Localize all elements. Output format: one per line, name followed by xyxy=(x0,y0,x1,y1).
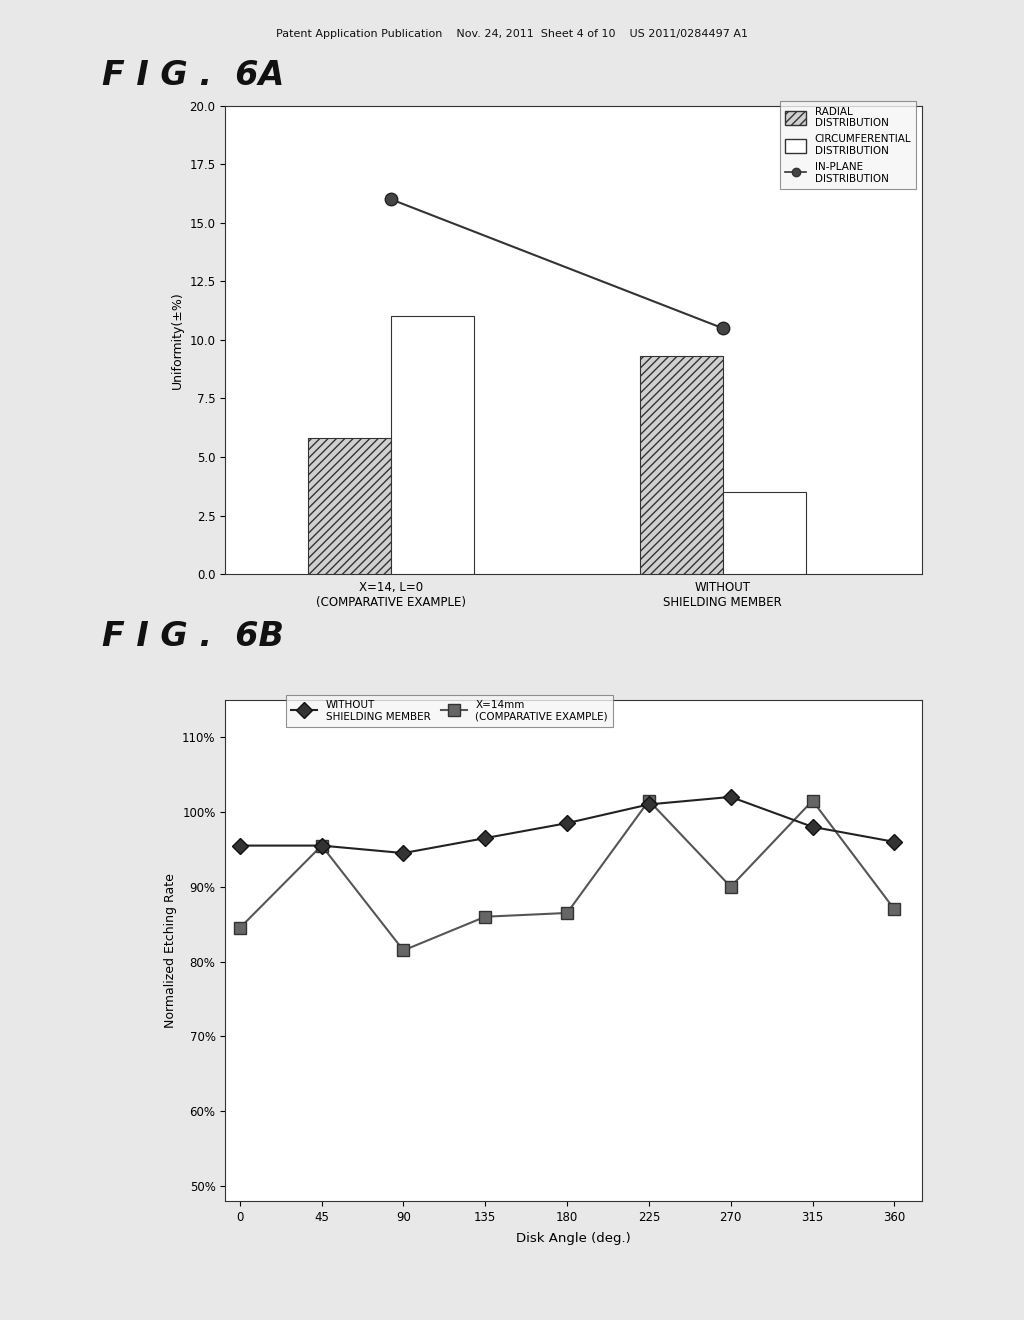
Bar xyxy=(391,317,474,574)
X=14mm
(COMPARATIVE EXAMPLE) xyxy=(479,908,492,924)
WITHOUT
SHIELDING MEMBER xyxy=(643,796,655,812)
Y-axis label: Uniformity(±%): Uniformity(±%) xyxy=(171,290,184,389)
WITHOUT
SHIELDING MEMBER xyxy=(397,845,410,861)
X=14mm
(COMPARATIVE EXAMPLE) xyxy=(725,879,737,895)
X=14mm
(COMPARATIVE EXAMPLE) xyxy=(888,902,900,917)
X=14mm
(COMPARATIVE EXAMPLE) xyxy=(315,838,328,854)
Line: WITHOUT
SHIELDING MEMBER: WITHOUT SHIELDING MEMBER xyxy=(234,792,900,858)
Bar xyxy=(723,492,806,574)
Text: F I G .  6B: F I G . 6B xyxy=(102,620,285,653)
Y-axis label: Normalized Etching Rate: Normalized Etching Rate xyxy=(164,873,176,1028)
X=14mm
(COMPARATIVE EXAMPLE) xyxy=(561,906,573,921)
Text: Patent Application Publication    Nov. 24, 2011  Sheet 4 of 10    US 2011/028449: Patent Application Publication Nov. 24, … xyxy=(276,29,748,40)
WITHOUT
SHIELDING MEMBER xyxy=(725,789,737,805)
X-axis label: Disk Angle (deg.): Disk Angle (deg.) xyxy=(516,1233,631,1245)
Bar xyxy=(308,438,391,574)
Bar xyxy=(640,356,723,574)
X=14mm
(COMPARATIVE EXAMPLE) xyxy=(643,793,655,809)
X=14mm
(COMPARATIVE EXAMPLE) xyxy=(397,942,410,958)
X=14mm
(COMPARATIVE EXAMPLE) xyxy=(233,920,246,936)
WITHOUT
SHIELDING MEMBER xyxy=(479,830,492,846)
Text: F I G .  6A: F I G . 6A xyxy=(102,59,285,92)
X=14mm
(COMPARATIVE EXAMPLE) xyxy=(806,793,818,809)
WITHOUT
SHIELDING MEMBER xyxy=(806,818,818,834)
WITHOUT
SHIELDING MEMBER xyxy=(315,838,328,854)
WITHOUT
SHIELDING MEMBER xyxy=(561,816,573,832)
WITHOUT
SHIELDING MEMBER xyxy=(888,834,900,850)
WITHOUT
SHIELDING MEMBER xyxy=(233,838,246,854)
Legend: WITHOUT
SHIELDING MEMBER, X=14mm
(COMPARATIVE EXAMPLE): WITHOUT SHIELDING MEMBER, X=14mm (COMPAR… xyxy=(286,694,613,727)
Line: X=14mm
(COMPARATIVE EXAMPLE): X=14mm (COMPARATIVE EXAMPLE) xyxy=(234,795,900,956)
Legend: RADIAL
DISTRIBUTION, CIRCUMFERENTIAL
DISTRIBUTION, IN-PLANE
DISTRIBUTION: RADIAL DISTRIBUTION, CIRCUMFERENTIAL DIS… xyxy=(780,102,916,189)
